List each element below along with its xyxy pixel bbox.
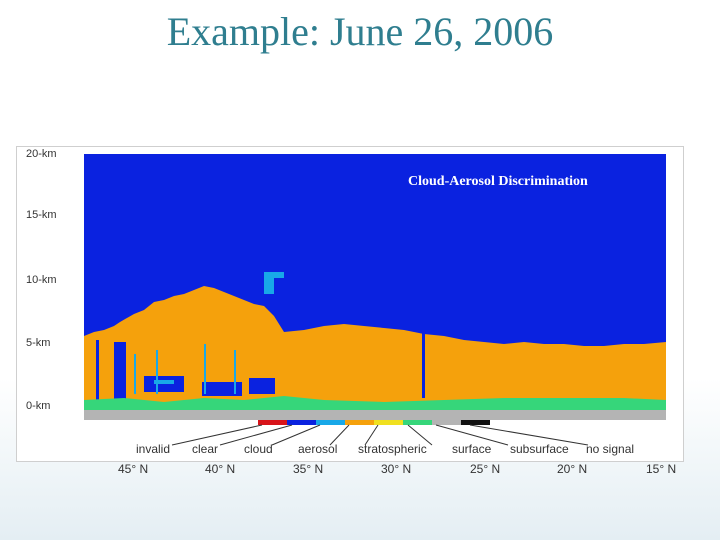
- lidar-curtain-graphic: [84, 272, 666, 420]
- legend-swatch-stratospheric: [374, 420, 403, 425]
- cloud-fragment: [264, 272, 274, 294]
- legend-label-surface: surface: [452, 442, 492, 456]
- lidar-curtain-plot: [84, 154, 666, 420]
- latitude-label: 40° N: [205, 462, 236, 476]
- legend-swatch-no-signal: [461, 420, 490, 425]
- legend-swatch-surface: [403, 420, 432, 425]
- legend-swatch-subsurface: [432, 420, 461, 425]
- y-tick-label: 15-km: [26, 209, 57, 221]
- latitude-label: 20° N: [557, 462, 588, 476]
- y-tick-label: 10-km: [26, 274, 57, 286]
- clear-intrusion: [96, 340, 99, 400]
- legend-color-bar: [258, 420, 490, 425]
- latitude-label: 15° N: [646, 462, 677, 476]
- legend-swatch-cloud: [316, 420, 345, 425]
- latitude-label: 45° N: [118, 462, 149, 476]
- legend-label-subsurface: subsurface: [510, 442, 569, 456]
- legend-label-aerosol: aerosol: [298, 442, 338, 456]
- legend-swatch-aerosol: [345, 420, 374, 425]
- clear-intrusion: [422, 332, 425, 398]
- cloud-fragment: [274, 272, 284, 278]
- cloud-streak: [134, 354, 136, 394]
- legend-swatch-clear: [287, 420, 316, 425]
- latitude-label: 30° N: [381, 462, 412, 476]
- legend-swatch-invalid: [258, 420, 287, 425]
- clear-intrusion: [202, 382, 242, 396]
- y-tick-label: 5-km: [26, 337, 51, 349]
- cloud-streak: [156, 350, 158, 394]
- legend-label-invalid: invalid: [136, 442, 171, 456]
- y-tick-label: 20-km: [26, 148, 57, 160]
- cloud-streak: [154, 380, 174, 384]
- y-tick-label: 0-km: [26, 400, 51, 412]
- aerosol-region: [84, 286, 666, 402]
- plot-label: Cloud-Aerosol Discrimination: [408, 174, 588, 189]
- subsurface-band: [84, 410, 666, 420]
- legend-label-clear: clear: [192, 442, 219, 456]
- clear-intrusion: [249, 378, 275, 394]
- surface-band: [84, 396, 666, 410]
- slide-title: Example: June 26, 2006: [166, 9, 554, 54]
- legend-label-stratospheric: stratospheric: [358, 442, 427, 456]
- clear-intrusion: [114, 342, 126, 402]
- legend-label-no-signal: no signal: [586, 442, 635, 456]
- cloud-streak: [204, 344, 206, 394]
- legend-label-cloud: cloud: [244, 442, 273, 456]
- cloud-streak: [234, 350, 236, 394]
- latitude-label: 25° N: [470, 462, 501, 476]
- latitude-label: 35° N: [293, 462, 324, 476]
